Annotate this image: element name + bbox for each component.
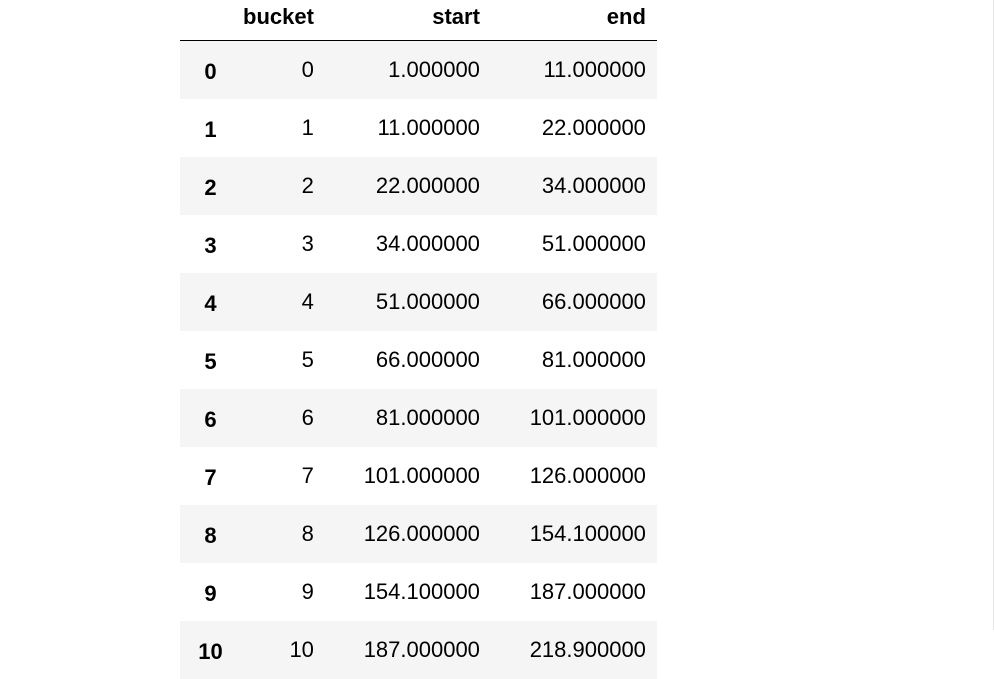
end-cell: 22.000000 [491, 99, 657, 157]
row-index: 9 [180, 563, 243, 621]
index-column-header [180, 0, 243, 41]
bucket-cell: 2 [243, 157, 325, 215]
bucket-cell: 4 [243, 273, 325, 331]
row-index: 2 [180, 157, 243, 215]
row-index: 1 [180, 99, 243, 157]
bucket-cell: 8 [243, 505, 325, 563]
header-row: bucket start end [180, 0, 657, 41]
end-cell: 187.000000 [491, 563, 657, 621]
end-cell: 11.000000 [491, 41, 657, 100]
bucket-cell: 3 [243, 215, 325, 273]
end-cell: 154.100000 [491, 505, 657, 563]
start-cell: 11.000000 [325, 99, 491, 157]
start-column-header: start [325, 0, 491, 41]
row-index: 0 [180, 41, 243, 100]
row-index: 7 [180, 447, 243, 505]
start-cell: 101.000000 [325, 447, 491, 505]
start-cell: 126.000000 [325, 505, 491, 563]
start-cell: 1.000000 [325, 41, 491, 100]
end-cell: 51.000000 [491, 215, 657, 273]
bucket-cell: 6 [243, 389, 325, 447]
table-header: bucket start end [180, 0, 657, 41]
end-cell: 34.000000 [491, 157, 657, 215]
start-cell: 81.000000 [325, 389, 491, 447]
bucket-cell: 0 [243, 41, 325, 100]
start-cell: 22.000000 [325, 157, 491, 215]
bucket-cell: 9 [243, 563, 325, 621]
bucket-column-header: bucket [243, 0, 325, 41]
row-index: 8 [180, 505, 243, 563]
start-cell: 66.000000 [325, 331, 491, 389]
end-cell: 66.000000 [491, 273, 657, 331]
end-cell: 101.000000 [491, 389, 657, 447]
end-cell: 126.000000 [491, 447, 657, 505]
start-cell: 51.000000 [325, 273, 491, 331]
row-index: 4 [180, 273, 243, 331]
end-cell: 81.000000 [491, 331, 657, 389]
start-cell: 154.100000 [325, 563, 491, 621]
row-index: 5 [180, 331, 243, 389]
end-column-header: end [491, 0, 657, 41]
bucket-cell: 7 [243, 447, 325, 505]
bucket-cell: 5 [243, 331, 325, 389]
row-index: 3 [180, 215, 243, 273]
bucket-cell: 1 [243, 99, 325, 157]
start-cell: 34.000000 [325, 215, 491, 273]
row-index: 6 [180, 389, 243, 447]
